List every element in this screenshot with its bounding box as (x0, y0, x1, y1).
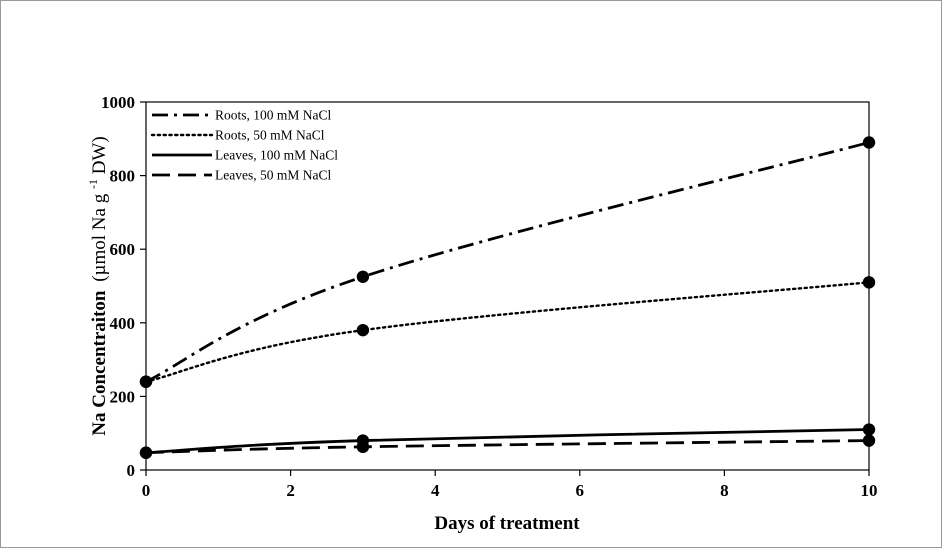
x-axis-title: Days of treatment (434, 513, 580, 534)
data-point (356, 323, 370, 337)
legend: Roots, 100 mM NaCl Roots, 50 mM NaCl Leave… (150, 108, 338, 183)
y-axis-ticks: 0 200 400 600 800 1000 (101, 93, 146, 480)
data-point (139, 446, 153, 459)
y-tick-label: 800 (110, 167, 136, 186)
x-tick-label: 8 (720, 481, 729, 500)
x-tick-label: 0 (142, 481, 151, 500)
legend-label: Leaves, 100 mM NaCl (215, 148, 338, 163)
y-tick-label: 1000 (101, 93, 135, 112)
y-axis-title: Na Concentraiton (µmol Na g -1 DW) (81, 136, 110, 435)
data-point (862, 434, 876, 447)
y-tick-label: 200 (110, 387, 136, 406)
data-point (862, 276, 876, 289)
series-line-3 (145, 428, 870, 455)
x-axis-ticks: 0 2 4 6 8 10 (142, 470, 878, 500)
legend-label: Roots, 50 mM NaCl (215, 128, 325, 143)
data-point (356, 440, 370, 454)
y-tick-label: 0 (127, 461, 136, 480)
x-tick-label: 6 (576, 481, 585, 500)
series-layer (144, 141, 871, 455)
series-line-4 (145, 439, 870, 455)
x-tick-label: 2 (286, 481, 295, 500)
y-axis-title-unit-end: DW) (89, 136, 110, 174)
data-point (356, 270, 370, 283)
data-point (139, 375, 153, 388)
legend-label: Roots, 100 mM NaCl (215, 108, 332, 123)
data-point (862, 423, 876, 436)
y-axis-title-unit-sup: -1 (86, 179, 100, 189)
x-tick-label: 10 (861, 481, 878, 500)
legend-label: Leaves, 50 mM NaCl (215, 168, 331, 183)
y-tick-label: 400 (110, 314, 136, 333)
x-tick-label: 4 (431, 481, 440, 500)
y-tick-label: 600 (110, 240, 136, 259)
data-point (862, 136, 876, 149)
marker-layer (139, 136, 876, 459)
y-axis-title-unit-start: (µmol Na g (89, 193, 110, 281)
series-line-2 (144, 281, 871, 383)
y-axis-title-main: Na Concentraiton (89, 290, 110, 436)
series-line-1 (145, 141, 870, 383)
